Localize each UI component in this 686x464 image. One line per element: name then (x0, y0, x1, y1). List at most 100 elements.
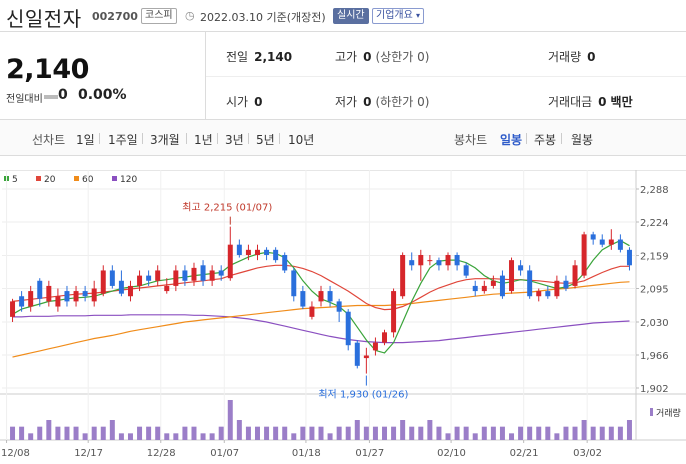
prev-close: 전일 2,140 (226, 48, 292, 65)
open-label: 시가 (226, 95, 249, 109)
low-label: 저가 (335, 95, 358, 109)
volume-bar (599, 426, 605, 440)
volume-value: 0 (587, 50, 596, 64)
volume-bar (372, 426, 378, 440)
tab-1w[interactable]: 1주일 (108, 133, 138, 147)
candlestick-chart: 2,2882,2242,1592,0952,0301,9661,90252060… (0, 169, 686, 459)
tab-5y[interactable]: 5년 (256, 133, 275, 147)
tab-10y[interactable]: 10년 (288, 133, 315, 147)
volume-bar (209, 433, 215, 440)
high-value: 0 (363, 50, 372, 64)
candle (536, 291, 542, 297)
stock-header: 신일전자 002700 코스피 ◷ 2022.03.10 기준(개장전) 실시간… (0, 0, 686, 32)
stock-code: 002700 (92, 10, 138, 23)
candle (46, 285, 52, 302)
candle-chart-label: 봉차트 (454, 133, 488, 147)
volume-bar (73, 426, 79, 440)
candle (599, 239, 605, 245)
volume-bar (191, 426, 197, 440)
tab-separator (142, 133, 143, 144)
volume-bar (218, 426, 224, 440)
volume-bar (391, 426, 397, 440)
candle (327, 291, 333, 302)
candle (64, 291, 70, 302)
tab-monthly[interactable]: 월봉 (571, 133, 594, 147)
amount-unit: 백만 (610, 95, 633, 109)
market-badge: 코스피 (141, 8, 177, 24)
candle (590, 234, 596, 240)
volume-bar (100, 426, 106, 440)
open-value: 0 (254, 95, 263, 109)
volume-bar (254, 426, 260, 440)
volume-bar (146, 426, 152, 440)
candle (264, 249, 270, 255)
realtime-button[interactable]: 실시간 (333, 8, 369, 24)
stock-chart[interactable]: 2,2882,2242,1592,0952,0301,9661,90252060… (0, 169, 686, 460)
candle (354, 342, 360, 366)
tab-3y[interactable]: 3년 (225, 133, 244, 147)
divider (206, 76, 686, 77)
volume-bar (436, 426, 442, 440)
upper-limit: (상한가 0) (375, 50, 430, 64)
basis-text: 기준(개장전) (266, 11, 326, 24)
company-overview-dropdown[interactable]: 기업개요 ▾ (372, 8, 425, 24)
volume-bar (82, 433, 88, 440)
date-text: 2022.03.10 (200, 11, 263, 24)
ma120-line (12, 314, 630, 344)
candle (554, 280, 560, 297)
trade-amount: 거래대금 0 백만 (548, 93, 633, 110)
volume-bar (572, 426, 578, 440)
amount-label: 거래대금 (548, 95, 593, 109)
volume-bar (382, 426, 388, 440)
candle (82, 291, 88, 297)
volume-bar (518, 426, 524, 440)
prev-close-value: 2,140 (254, 50, 293, 64)
volume-bar (46, 420, 52, 440)
volume-bar (445, 433, 451, 440)
tab-1d[interactable]: 1일 (76, 133, 95, 147)
candle (300, 291, 306, 307)
candle (626, 249, 632, 266)
x-tick-label: 12/17 (74, 448, 103, 459)
volume-bar (409, 426, 415, 440)
candle (109, 270, 115, 286)
y-tick-label: 2,095 (640, 285, 669, 296)
volume-bar (509, 433, 515, 440)
volume-bar (173, 433, 179, 440)
y-tick-label: 2,159 (640, 252, 669, 263)
volume-bar (264, 426, 270, 440)
volume-bar (55, 426, 61, 440)
volume-bar (536, 426, 542, 440)
x-tick-label: 02/21 (510, 448, 539, 459)
tab-weekly[interactable]: 주봉 (534, 133, 557, 147)
volume-bar (354, 420, 360, 440)
volume-bar (336, 426, 342, 440)
candle (91, 288, 97, 302)
candle (318, 291, 324, 302)
volume-bar (273, 426, 279, 440)
volume-bar (155, 426, 161, 440)
tab-1y[interactable]: 1년 (194, 133, 213, 147)
candle (454, 254, 460, 266)
volume-bar (581, 420, 587, 440)
candle (345, 311, 351, 346)
chevron-down-icon: ▾ (416, 11, 421, 20)
high-price: 고가 0 (상한가 0) (335, 48, 429, 65)
tab-separator (526, 133, 527, 144)
legend-label-5: 5 (12, 175, 18, 185)
volume-bar (481, 426, 487, 440)
volume-bar (400, 420, 406, 440)
volume-bar (363, 426, 369, 440)
candle (137, 275, 143, 286)
volume-bar (282, 426, 288, 440)
candle (336, 301, 342, 312)
volume-bar (472, 433, 478, 440)
tab-daily[interactable]: 일봉 (500, 133, 523, 147)
current-price: 2,140 (6, 54, 89, 85)
candle (127, 285, 133, 297)
tab-3m[interactable]: 3개월 (150, 133, 180, 147)
volume-bar (91, 426, 97, 440)
candle (155, 270, 161, 281)
candle (28, 291, 34, 307)
candle (273, 249, 279, 261)
